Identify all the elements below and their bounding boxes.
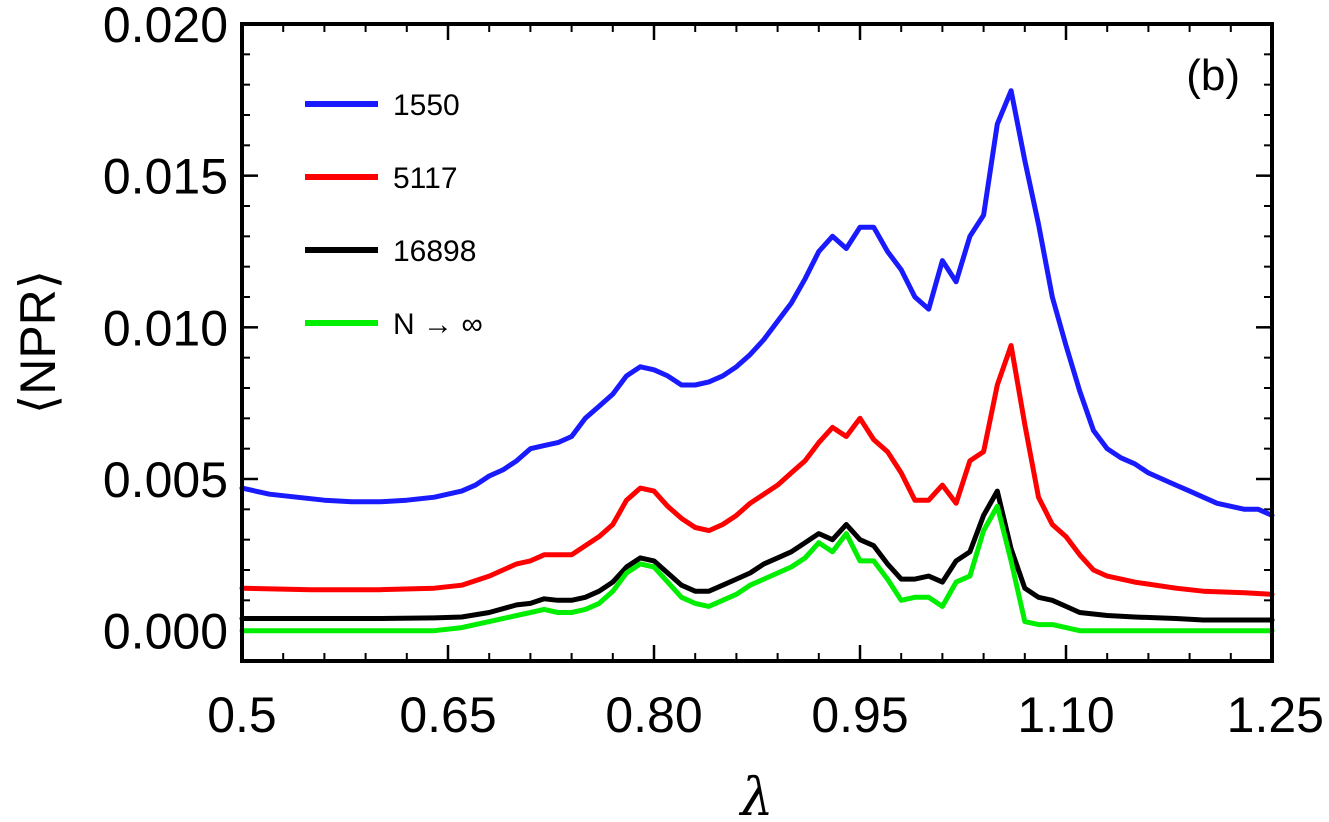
series-line <box>239 88 1275 518</box>
legend-label: 5117 <box>393 162 458 195</box>
series-line <box>239 343 1275 597</box>
x-axis-title: λ <box>739 768 774 822</box>
series-line <box>239 488 1275 623</box>
y-tick-label: 0.005 <box>103 452 228 508</box>
y-tick-label: 0.010 <box>103 300 228 356</box>
plot-frame <box>240 22 1274 663</box>
series-lines <box>239 88 1275 634</box>
x-tick-label: 0.80 <box>605 687 702 743</box>
panel-label: (b) <box>1186 51 1240 100</box>
legend-label: N → ∞ <box>393 308 483 341</box>
y-tick-label: 0.000 <box>103 604 228 660</box>
legend-label: 16898 <box>393 235 476 268</box>
x-tick-label: 1.25 <box>1227 687 1324 743</box>
y-tick-label: 0.020 <box>103 0 228 53</box>
x-tick-label: 1.10 <box>1017 687 1114 743</box>
y-axis-title: ⟨NPR⟩ <box>10 270 66 415</box>
legend: 1550 5117 16898 N → ∞ <box>305 89 483 341</box>
legend-label: 1550 <box>393 89 460 122</box>
x-tick-label: 0.5 <box>207 687 277 743</box>
tick-labels: 0.5 0.65 0.80 0.95 1.10 1.25 0.000 0.005 0.010 0.… <box>103 0 1324 743</box>
x-tick-label: 0.95 <box>811 687 908 743</box>
y-tick-label: 0.015 <box>103 149 228 205</box>
series-line <box>239 503 1275 634</box>
x-tick-label: 0.65 <box>399 687 496 743</box>
